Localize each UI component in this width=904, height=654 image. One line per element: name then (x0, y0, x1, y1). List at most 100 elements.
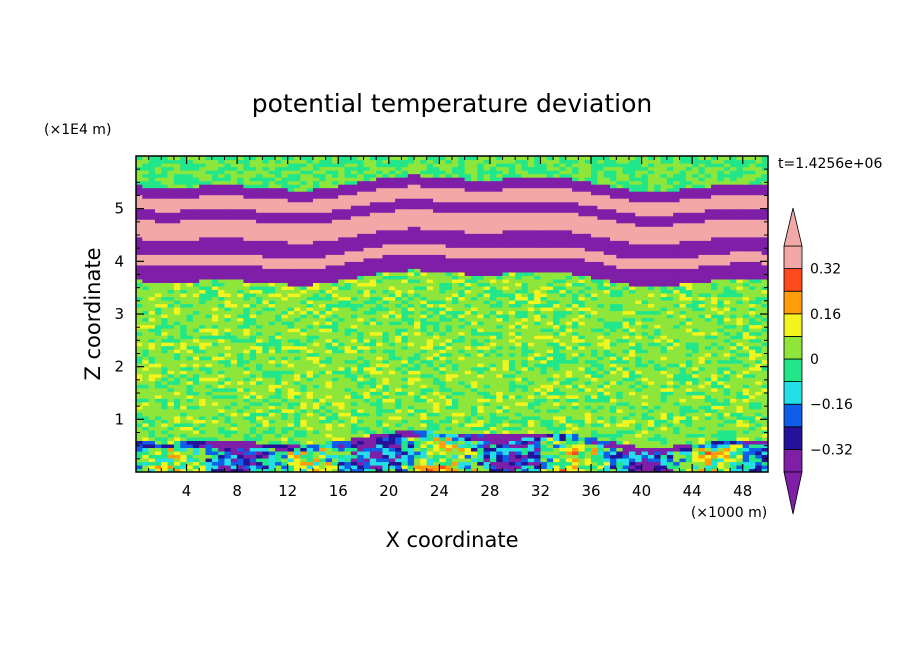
field-cell (325, 236, 333, 241)
field-cell (331, 394, 339, 399)
field-cell (439, 401, 447, 406)
field-cell (369, 345, 377, 350)
field-cell (256, 233, 263, 238)
field-cell (154, 271, 162, 276)
field-cell (287, 278, 295, 283)
field-cell (407, 264, 415, 269)
field-cell (319, 324, 327, 329)
field-cell (376, 226, 384, 231)
field-cell (224, 317, 232, 322)
field-cell (376, 387, 384, 392)
field-cell (218, 282, 226, 287)
field-cell (483, 335, 491, 340)
field-cell (407, 328, 415, 333)
field-cell (426, 419, 434, 424)
field-cell (439, 457, 447, 463)
field-cell (148, 173, 156, 178)
field-cell (173, 275, 181, 280)
field-cell (199, 226, 207, 231)
field-cell (180, 384, 188, 389)
field-cell (470, 247, 478, 252)
field-cell (281, 306, 289, 312)
field-cell (224, 387, 232, 392)
field-cell (306, 201, 314, 206)
field-cell (426, 352, 434, 357)
field-cell (401, 454, 409, 459)
field-cell (148, 370, 156, 375)
field-cell (205, 429, 213, 434)
field-cell (211, 426, 219, 431)
field-cell (433, 391, 440, 396)
field-cell (186, 391, 194, 396)
field-cell (224, 345, 232, 350)
field-cell (218, 229, 226, 234)
field-cell (218, 226, 226, 231)
field-cell (439, 271, 447, 276)
field-cell (388, 254, 396, 259)
field-cell (154, 436, 162, 441)
field-cell (205, 170, 213, 175)
field-cell (325, 461, 333, 466)
field-cell (230, 359, 238, 364)
field-cell (173, 173, 181, 178)
field-cell (224, 250, 232, 255)
field-cell (142, 405, 150, 410)
field-cell (331, 314, 339, 319)
field-cell (344, 422, 352, 427)
field-cell (281, 264, 289, 269)
field-cell (363, 394, 371, 399)
field-cell (312, 321, 320, 326)
field-cell (426, 391, 434, 396)
field-cell (369, 159, 377, 164)
field-cell (192, 278, 200, 283)
field-cell (224, 257, 232, 262)
field-cell (464, 436, 472, 441)
field-cell (256, 257, 263, 262)
field-cell (445, 401, 453, 406)
field-cell (445, 191, 453, 196)
field-cell (331, 264, 339, 269)
field-cell (407, 394, 415, 399)
field-cell (205, 240, 213, 245)
field-cell (148, 429, 156, 434)
field-cell (230, 356, 238, 361)
field-cell (161, 261, 169, 266)
field-cell (414, 398, 421, 403)
field-cell (237, 282, 245, 287)
field-cell (458, 170, 466, 175)
field-cell (331, 275, 339, 280)
field-cell (433, 243, 440, 248)
field-cell (414, 299, 421, 305)
field-cell (275, 457, 282, 463)
field-cell (452, 331, 459, 336)
field-cell (224, 180, 232, 185)
field-cell (344, 261, 352, 266)
field-cell (470, 198, 478, 203)
field-cell (395, 306, 403, 312)
field-cell (338, 201, 346, 206)
field-cell (211, 271, 219, 276)
field-cell (161, 226, 169, 231)
field-cell (433, 373, 440, 378)
field-cell (363, 468, 371, 472)
field-cell (325, 222, 333, 227)
field-cell (470, 415, 478, 420)
field-cell (350, 166, 358, 171)
field-cell (395, 398, 403, 403)
field-cell (477, 464, 485, 470)
field-cell (173, 370, 181, 375)
field-cell (205, 454, 213, 459)
field-cell (256, 433, 263, 438)
field-cell (376, 310, 384, 315)
field-cell (268, 243, 276, 248)
field-cell (180, 159, 188, 164)
field-cell (224, 440, 232, 445)
field-cell (464, 215, 472, 220)
field-cell (205, 198, 213, 203)
field-cell (243, 363, 251, 368)
field-cell (294, 233, 301, 238)
field-cell (369, 405, 377, 410)
field-cell (395, 243, 403, 248)
field-cell (268, 345, 276, 350)
